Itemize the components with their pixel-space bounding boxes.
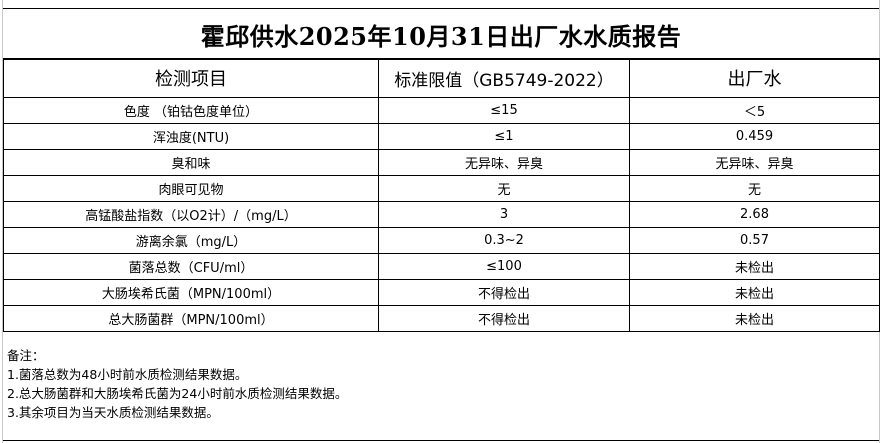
header-standard-limit: 标准限值（GB5749-2022）	[378, 58, 630, 98]
cell-standard-limit: 无	[378, 175, 630, 202]
cell-item: 色度 （铂钴色度单位）	[3, 97, 379, 124]
cell-factory-water: 无异味、异臭	[629, 149, 880, 176]
cell-standard-limit: 3	[378, 201, 630, 228]
table-row: 臭和味 无异味、异臭 无异味、异臭	[3, 149, 880, 176]
cell-standard-limit: ≤100	[378, 253, 630, 280]
note-1: 1.菌落总数为48小时前水质检测结果数据。	[7, 367, 248, 382]
cell-standard-limit: 不得检出	[378, 279, 630, 306]
cell-item: 浑浊度(NTU)	[3, 123, 379, 150]
table-row: 菌落总数（CFU/ml） ≤100 未检出	[3, 253, 880, 280]
bottom-border	[3, 440, 879, 441]
cell-factory-water: 2.68	[629, 201, 880, 228]
cell-factory-water: 0.459	[629, 123, 880, 150]
note-3: 3.其余项目为当天水质检测结果数据。	[7, 405, 219, 420]
header-item: 检测项目	[3, 58, 379, 98]
cell-item: 大肠埃希氏菌（MPN/100ml）	[3, 279, 379, 306]
water-quality-table: 检测项目 标准限值（GB5749-2022） 出厂水 色度 （铂钴色度单位） ≤1…	[3, 58, 880, 332]
table-row: 肉眼可见物无无	[3, 175, 880, 202]
cell-standard-limit: 不得检出	[378, 305, 630, 332]
header-factory-water: 出厂水	[629, 58, 880, 98]
table-row: 色度 （铂钴色度单位） ≤15 ＜5	[3, 97, 880, 124]
report-title: 霍邱供水2025年10月31日出厂水水质报告	[3, 8, 879, 60]
cell-factory-water: 未检出	[629, 279, 880, 306]
cell-standard-limit: 0.3~2	[378, 227, 630, 254]
table-row: 浑浊度(NTU) ≤1 0.459	[3, 123, 880, 150]
table-row: 游离余氯（mg/L） 0.3~2 0.57	[3, 227, 880, 254]
cell-factory-water: ＜5	[629, 97, 880, 124]
cell-standard-limit: 无异味、异臭	[378, 149, 630, 176]
cell-factory-water: 未检出	[629, 253, 880, 280]
cell-item: 游离余氯（mg/L）	[3, 227, 379, 254]
notes: 备注： 1.菌落总数为48小时前水质检测结果数据。 2.总大肠菌群和大肠埃希氏菌…	[7, 346, 347, 422]
cell-item: 总大肠菌群（MPN/100ml）	[3, 305, 379, 332]
cell-item: 菌落总数（CFU/ml）	[3, 253, 379, 280]
cell-standard-limit: ≤15	[378, 97, 630, 124]
cell-item: 高锰酸盐指数（以O2计）/（mg/L）	[3, 201, 379, 228]
table-row: 高锰酸盐指数（以O2计）/（mg/L） 3 2.68	[3, 201, 880, 228]
cell-standard-limit: ≤1	[378, 123, 630, 150]
table-row: 大肠埃希氏菌（MPN/100ml） 不得检出 未检出	[3, 279, 880, 306]
table-header-row: 检测项目 标准限值（GB5749-2022） 出厂水	[3, 58, 880, 98]
cell-item: 肉眼可见物	[3, 175, 379, 202]
cell-factory-water: 无	[629, 175, 880, 202]
cell-factory-water: 未检出	[629, 305, 880, 332]
notes-label: 备注：	[7, 348, 45, 363]
cell-factory-water: 0.57	[629, 227, 880, 254]
cell-item: 臭和味	[3, 149, 379, 176]
table-row: 总大肠菌群（MPN/100ml） 不得检出 未检出	[3, 305, 880, 332]
note-2: 2.总大肠菌群和大肠埃希氏菌为24小时前水质检测结果数据。	[7, 386, 348, 401]
